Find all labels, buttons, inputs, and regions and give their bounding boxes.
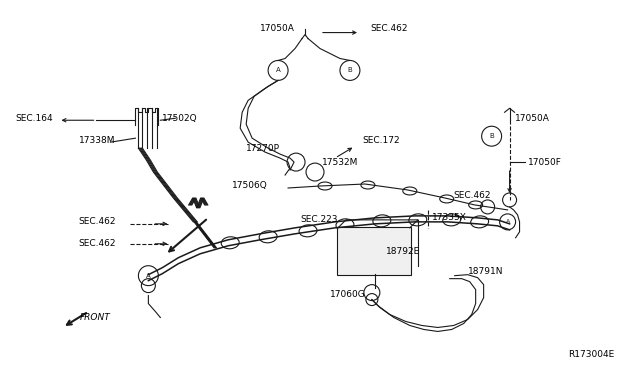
Text: SEC.172: SEC.172 [362,136,399,145]
Text: SEC.223: SEC.223 [300,215,338,224]
Text: B: B [348,67,352,73]
Text: B: B [489,133,494,139]
Text: SEC.164: SEC.164 [15,114,52,123]
Text: 17335X: 17335X [432,214,467,222]
Text: SEC.462: SEC.462 [370,24,408,33]
Text: A: A [506,219,509,224]
Text: 17060G: 17060G [330,290,366,299]
FancyBboxPatch shape [337,227,411,275]
Text: 17050A: 17050A [260,24,295,33]
Text: 17050F: 17050F [527,158,561,167]
Text: SEC.462: SEC.462 [79,239,116,248]
Text: SEC.462: SEC.462 [79,217,116,227]
Text: A: A [146,273,151,279]
Text: FRONT: FRONT [80,313,111,322]
Text: 17050A: 17050A [515,114,550,123]
Text: R173004E: R173004E [568,350,614,359]
Text: 17338M: 17338M [79,136,115,145]
Text: SEC.462: SEC.462 [454,192,492,201]
Text: 18792E: 18792E [386,247,420,256]
Text: 17506Q: 17506Q [232,180,268,189]
Text: 18791N: 18791N [468,267,503,276]
Text: 17502Q: 17502Q [163,114,198,123]
Text: 17532M: 17532M [322,158,358,167]
Text: 17270P: 17270P [246,144,280,153]
Text: A: A [276,67,280,73]
